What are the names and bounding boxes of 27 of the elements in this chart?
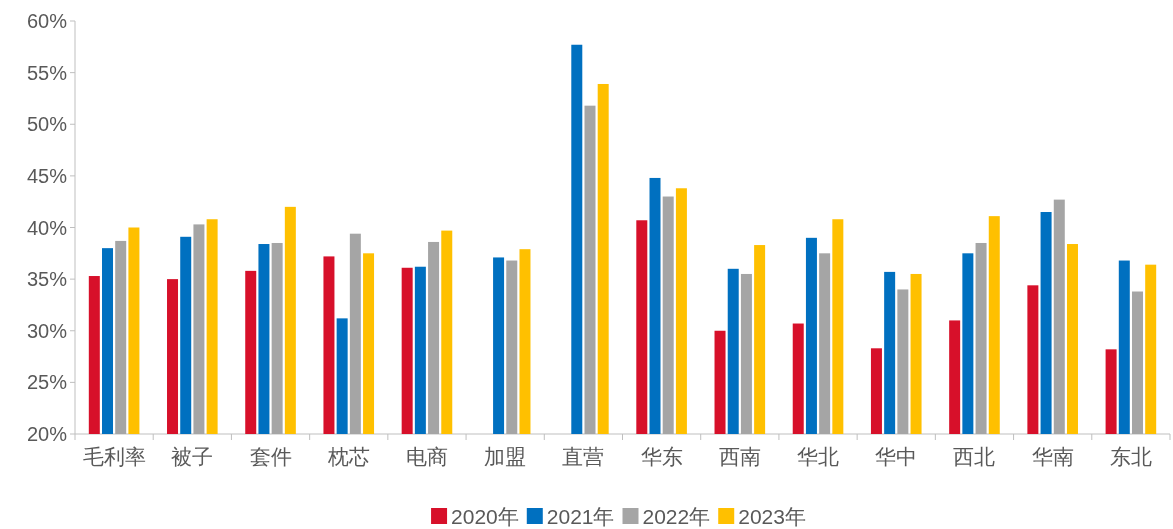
x-tick-label: 华中 — [875, 445, 918, 468]
y-tick-label: 20% — [26, 423, 68, 445]
y-tick-label: 45% — [26, 164, 68, 187]
legend-label: 2022年 — [642, 504, 711, 528]
legend-label: 2021年 — [546, 504, 615, 528]
y-tick-label: 40% — [26, 216, 68, 239]
x-tick-label: 加盟 — [484, 445, 527, 468]
x-tick-label: 华南 — [1031, 445, 1074, 468]
x-tick-label: 华北 — [797, 445, 840, 468]
x-tick-label: 东北 — [1109, 445, 1152, 468]
y-tick-label: 50% — [26, 113, 68, 136]
y-tick-label: 60% — [26, 10, 68, 32]
x-tick-label: 西北 — [953, 445, 996, 468]
y-tick-label: 30% — [26, 319, 68, 342]
legend-label: 2023年 — [738, 504, 806, 528]
x-tick-label: 电商 — [405, 445, 448, 468]
x-tick-label: 毛利率 — [82, 445, 146, 468]
x-tick-label: 华东 — [640, 445, 683, 468]
x-tick-label: 直营 — [562, 445, 605, 468]
y-tick-label: 35% — [26, 268, 68, 291]
x-tick-label: 枕芯 — [326, 445, 370, 468]
x-tick-label: 套件 — [249, 445, 292, 468]
y-tick-label: 25% — [26, 371, 68, 394]
y-tick-label: 55% — [26, 61, 68, 84]
legend-label: 2020年 — [451, 504, 519, 528]
x-tick-label: 被子 — [171, 445, 214, 468]
x-tick-label: 西南 — [718, 445, 761, 468]
